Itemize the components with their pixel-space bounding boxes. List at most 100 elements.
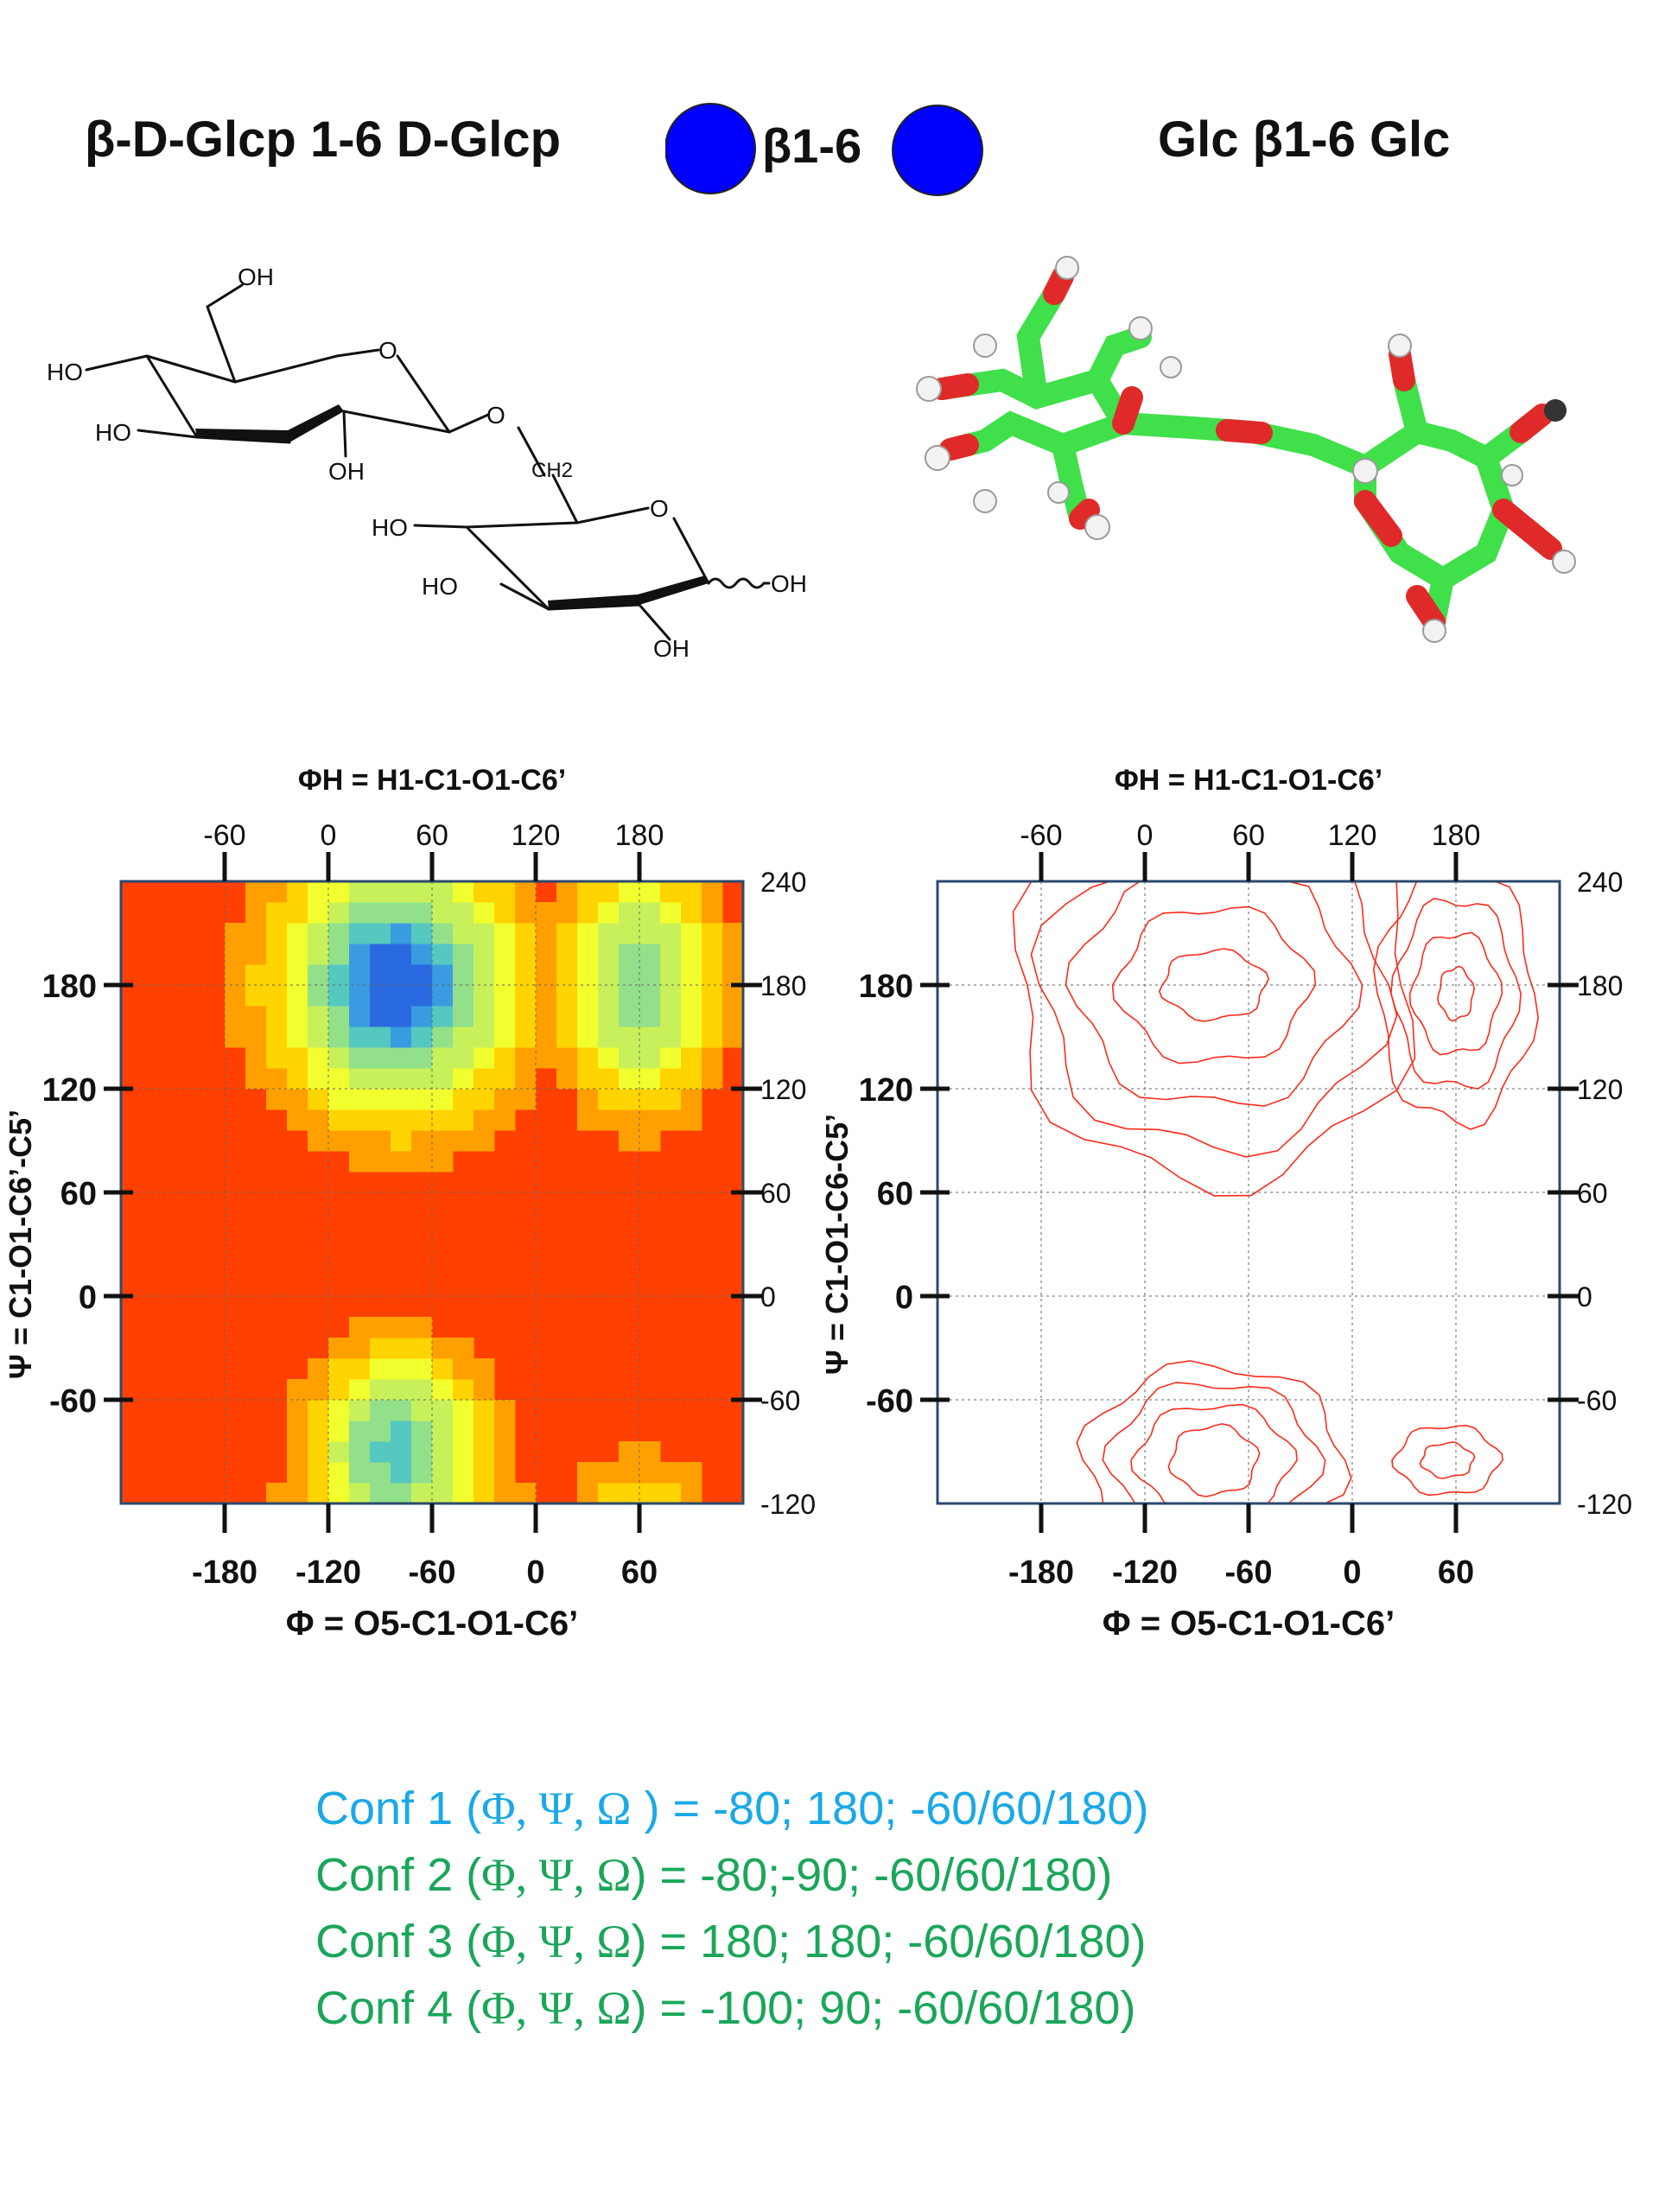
heatmap-cell xyxy=(577,1047,599,1069)
structure-label-oh-c6: OH xyxy=(238,264,274,290)
heatmap-cell xyxy=(328,944,350,965)
heatmap-cell xyxy=(432,1379,454,1401)
heatmap-cell xyxy=(598,1027,620,1048)
heatmap-cell xyxy=(287,881,308,903)
heatmap-cell xyxy=(225,964,246,986)
heatmap-cell xyxy=(722,1006,744,1027)
heatmap-cell xyxy=(660,1483,682,1504)
heatmap-cell xyxy=(287,1089,308,1110)
heatmap-cell xyxy=(391,1006,412,1027)
heatmap-cell xyxy=(308,964,329,986)
heatmap-cell xyxy=(370,1317,391,1338)
heatmap-cell xyxy=(702,923,723,944)
heatmap-cell xyxy=(453,1338,474,1359)
heatmap-cell xyxy=(598,1047,620,1069)
heatmap-cell xyxy=(702,1006,723,1027)
heatmap-cell xyxy=(349,1027,371,1048)
heatmap-cell xyxy=(681,1089,702,1110)
heatmap-cell xyxy=(619,1027,640,1048)
heatmap-cell xyxy=(411,1109,433,1131)
heatmap-cell xyxy=(370,1089,391,1110)
heatmap-cell xyxy=(349,1421,371,1442)
heatmap-cell xyxy=(266,985,288,1007)
heatmap-cell xyxy=(556,964,578,986)
heatmap-cell xyxy=(453,1358,474,1380)
heatmap-cell xyxy=(349,1400,371,1421)
heatmap-cell xyxy=(391,1109,412,1131)
heatmap-cell xyxy=(660,985,682,1007)
heatmap-cell xyxy=(474,1421,495,1442)
heatmap-cell xyxy=(245,964,267,986)
heatmap-cell xyxy=(328,902,350,924)
heatmap-cell xyxy=(453,1441,474,1463)
heatmap-cell xyxy=(536,1006,557,1027)
heatmap-cell xyxy=(370,1441,391,1463)
heatmap-cell xyxy=(411,1130,433,1152)
heatmap-cell xyxy=(391,964,412,986)
heatmap-cell xyxy=(660,902,682,924)
heatmap-cell xyxy=(349,985,371,1007)
heatmap-cell xyxy=(308,1462,329,1484)
heatmap-cell xyxy=(349,1068,371,1090)
heatmap-cell xyxy=(598,1089,620,1110)
contour-line xyxy=(1437,965,1475,1022)
heatmap-cell xyxy=(598,1068,620,1090)
heatmap-cell xyxy=(328,985,350,1007)
bottom-tick-label: -180 xyxy=(192,1554,257,1591)
heatmap-cell xyxy=(370,1400,391,1421)
heatmap-cell xyxy=(598,902,620,924)
heatmap-cell xyxy=(494,1421,516,1442)
heatmap-cell xyxy=(474,985,495,1007)
heatmap-cell xyxy=(556,1047,578,1069)
heatmap-cell xyxy=(474,1068,495,1090)
heatmap-cell xyxy=(660,881,682,903)
heatmap-cell xyxy=(370,1027,391,1048)
heatmap-cell xyxy=(328,1089,350,1110)
heatmap-cell xyxy=(432,1109,454,1131)
bottom-axis-title: Φ = O5-C1-O1-C6’ xyxy=(1103,1605,1395,1643)
top-tick-label: 0 xyxy=(1137,819,1154,852)
heatmap-cell xyxy=(308,985,329,1007)
heatmap-cell xyxy=(245,1068,267,1090)
heatmap-cell xyxy=(432,881,454,903)
heatmap-cell xyxy=(619,902,640,924)
heatmap-cell xyxy=(308,1358,329,1380)
heatmap-cell xyxy=(577,1006,599,1027)
heatmap-cell xyxy=(619,1089,640,1110)
heatmap-cell xyxy=(266,1047,288,1069)
heatmap-cell xyxy=(619,1462,640,1484)
heatmap-cell xyxy=(391,1130,412,1152)
heatmap-cell xyxy=(681,964,702,986)
heatmap-cell xyxy=(328,1483,350,1504)
heatmap-cell xyxy=(349,902,371,924)
heatmap-cell xyxy=(411,944,433,965)
heatmap-cell xyxy=(536,923,557,944)
heatmap-cell xyxy=(722,985,744,1007)
heatmap-cell xyxy=(328,1441,350,1463)
heatmap-cell xyxy=(639,1089,661,1110)
heatmap-cell xyxy=(245,881,267,903)
heatmap-cell xyxy=(308,1068,329,1090)
heatmap-cell xyxy=(639,1441,661,1463)
heatmap-cell xyxy=(515,1006,537,1027)
heatmap-cell xyxy=(225,1006,246,1027)
heatmap-cell xyxy=(494,1441,516,1463)
heatmap-cell xyxy=(577,1462,599,1484)
structure-label-ho-c3: HO xyxy=(95,419,131,446)
heatmap-cell xyxy=(349,1483,371,1504)
heatmap-cell xyxy=(453,1483,474,1504)
heatmap-cell xyxy=(474,902,495,924)
heatmap-cell xyxy=(328,1338,350,1359)
heatmap-cell xyxy=(370,964,391,986)
bottom-tick-label: 60 xyxy=(621,1554,658,1591)
left-tick-label: 60 xyxy=(877,1176,913,1212)
heatmap-cell xyxy=(370,1483,391,1504)
contour-line xyxy=(1408,931,1503,1056)
heatmap-cell xyxy=(225,985,246,1007)
heatmap-cell xyxy=(598,944,620,965)
right-tick-label: -120 xyxy=(1577,1489,1632,1520)
heatmap-cell xyxy=(328,923,350,944)
heatmap-cell xyxy=(328,1047,350,1069)
heatmap-cell xyxy=(494,881,516,903)
heatmap-cell xyxy=(619,964,640,986)
